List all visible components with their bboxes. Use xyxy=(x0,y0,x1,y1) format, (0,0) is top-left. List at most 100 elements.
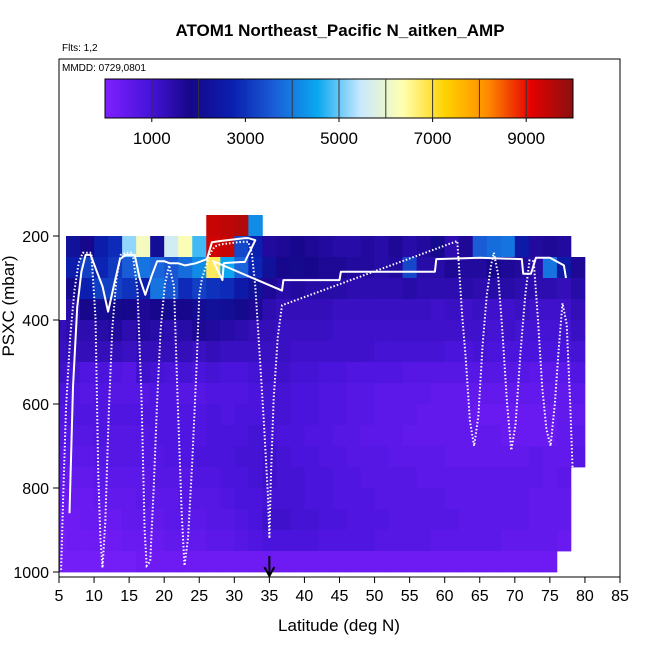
heatmap-cell xyxy=(304,341,319,363)
heatmap-cell xyxy=(374,341,389,363)
heatmap-cell xyxy=(122,362,137,384)
heatmap-cell xyxy=(402,341,418,363)
heatmap-cell xyxy=(528,257,544,279)
heatmap-cell xyxy=(66,551,81,573)
heatmap-cell xyxy=(374,236,389,258)
heatmap-cell xyxy=(80,467,95,489)
heatmap-cell xyxy=(122,320,137,342)
heatmap-cell xyxy=(304,467,319,489)
heatmap-cell xyxy=(416,467,432,489)
heatmap-cell xyxy=(248,215,263,237)
heatmap-cell xyxy=(290,467,305,489)
heatmap-cell xyxy=(388,341,404,363)
heatmap-cell xyxy=(528,362,544,384)
heatmap-cell xyxy=(542,362,558,384)
heatmap-cell xyxy=(220,215,235,237)
heatmap-cell xyxy=(444,509,460,531)
heatmap-cell xyxy=(290,299,305,321)
heatmap-cell xyxy=(94,404,109,426)
heatmap-cell xyxy=(402,467,418,489)
x-tick-label: 5 xyxy=(55,588,64,605)
y-tick-label: 800 xyxy=(22,481,49,498)
heatmap-cell xyxy=(360,488,375,510)
heatmap-cell xyxy=(458,509,474,531)
heatmap-cell xyxy=(136,530,151,552)
heatmap-cell xyxy=(542,320,558,342)
heatmap-cell xyxy=(332,362,347,384)
heatmap-cell xyxy=(150,488,165,510)
x-tick-label: 10 xyxy=(85,588,103,605)
heatmap-cell xyxy=(80,362,95,384)
heatmap-cell xyxy=(290,488,305,510)
heatmap-cell xyxy=(388,404,404,426)
heatmap-cell xyxy=(304,257,319,279)
heatmap-cell xyxy=(178,299,193,321)
heatmap-cell xyxy=(94,362,109,384)
heatmap-cell xyxy=(290,320,305,342)
heatmap-cell xyxy=(318,362,333,384)
heatmap-cell xyxy=(80,488,95,510)
heatmap-cell xyxy=(556,278,572,300)
heatmap-cell xyxy=(374,320,389,342)
heatmap-cell xyxy=(122,425,137,447)
heatmap-cell xyxy=(122,551,137,573)
heatmap-cell xyxy=(556,425,572,447)
heatmap-cell xyxy=(59,383,67,405)
heatmap-cell xyxy=(528,509,544,531)
heatmap-cell xyxy=(374,488,389,510)
heatmap-cell xyxy=(192,446,207,468)
heatmap-cell xyxy=(262,404,277,426)
heatmap-cell xyxy=(290,509,305,531)
heatmap-cell xyxy=(192,383,207,405)
heatmap-cell xyxy=(178,236,193,258)
heatmap-cell xyxy=(150,383,165,405)
heatmap-cell xyxy=(262,530,277,552)
heatmap-cell xyxy=(178,320,193,342)
heatmap-cell xyxy=(570,404,586,426)
heatmap-cell xyxy=(472,278,488,300)
heatmap-cell xyxy=(500,362,516,384)
heatmap-cell xyxy=(178,278,193,300)
heatmap-cell xyxy=(276,530,291,552)
heatmap-cell xyxy=(304,320,319,342)
mmdd-label: MMDD: 0729,0801 xyxy=(62,63,146,74)
heatmap-cell xyxy=(122,404,137,426)
heatmap-cell xyxy=(430,530,446,552)
heatmap-cell xyxy=(248,341,263,363)
heatmap-cell xyxy=(444,383,460,405)
heatmap-cell xyxy=(248,236,263,258)
heatmap-cell xyxy=(458,299,474,321)
heatmap-cell xyxy=(108,551,123,573)
heatmap-cell xyxy=(472,236,488,258)
heatmap-cell xyxy=(122,257,137,279)
heatmap-cell xyxy=(570,341,586,363)
heatmap-cell xyxy=(206,215,221,237)
heatmap-cell xyxy=(164,257,179,279)
heatmap-cell xyxy=(528,341,544,363)
heatmap-cell xyxy=(458,404,474,426)
heatmap-cell xyxy=(402,530,418,552)
heatmap-cell xyxy=(150,320,165,342)
y-tick-label: 200 xyxy=(22,229,49,246)
heatmap-cell xyxy=(332,236,347,258)
heatmap-cell xyxy=(360,299,375,321)
heatmap-cell xyxy=(66,257,81,279)
heatmap-cell xyxy=(556,383,572,405)
heatmap-cell xyxy=(346,341,361,363)
heatmap-cell xyxy=(458,551,474,573)
heatmap-cell xyxy=(514,236,530,258)
heatmap-cell xyxy=(206,446,221,468)
heatmap-cell xyxy=(108,425,123,447)
heatmap-cell xyxy=(206,278,221,300)
heatmap-cell xyxy=(164,509,179,531)
heatmap-cell xyxy=(360,236,375,258)
heatmap-cell xyxy=(318,467,333,489)
flight-track-solid xyxy=(68,237,567,514)
heatmap-cell xyxy=(472,488,488,510)
heatmap-cell xyxy=(500,383,516,405)
heatmap-cell xyxy=(290,257,305,279)
heatmap-cell xyxy=(486,467,502,489)
colorbar-tick-label: 7000 xyxy=(414,129,452,148)
heatmap-cell xyxy=(444,551,460,573)
heatmap-cell xyxy=(220,278,235,300)
